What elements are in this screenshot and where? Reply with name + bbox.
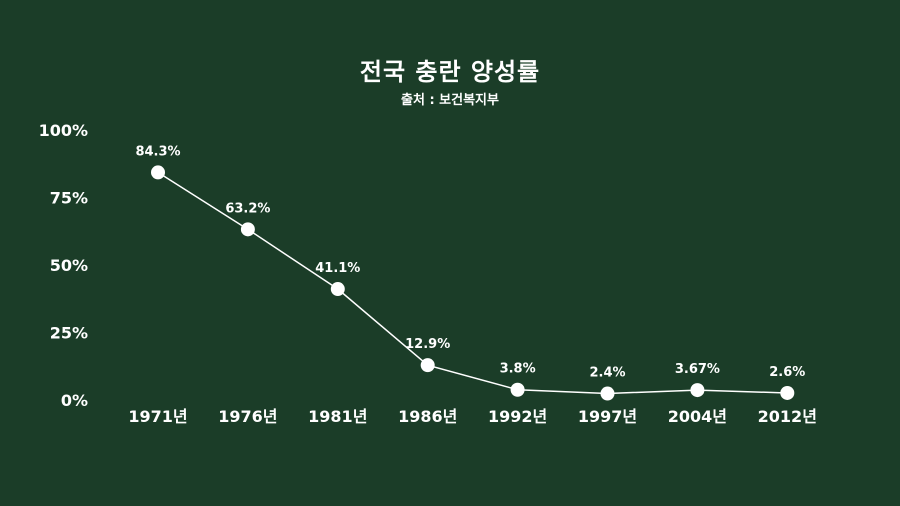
- data-label: 12.9%: [405, 337, 450, 352]
- x-axis: 1971년 1976년 1981년 1986년 1992년 1997년 2004년 2012년: [128, 407, 817, 426]
- data-label: 84.3%: [135, 144, 180, 159]
- x-tick-label: 1986년: [398, 407, 457, 426]
- data-point: [510, 382, 525, 397]
- x-tick-label: 1976년: [218, 407, 277, 426]
- data-point: [690, 383, 705, 398]
- data-points: [151, 165, 795, 401]
- y-tick-label: 0%: [61, 391, 88, 410]
- data-point: [330, 282, 345, 297]
- x-tick-label: 2004년: [668, 407, 727, 426]
- x-tick-label: 1997년: [578, 407, 637, 426]
- data-labels: 84.3% 63.2% 41.1% 12.9% 3.8% 2.4% 3.67% 2.6%: [135, 144, 805, 380]
- data-label: 3.67%: [675, 362, 720, 377]
- chart-title: 전국 충란 양성률: [359, 58, 541, 86]
- data-point: [151, 165, 165, 180]
- y-tick-label: 75%: [50, 189, 88, 208]
- data-point: [240, 222, 255, 237]
- data-label: 63.2%: [225, 201, 270, 216]
- data-label: 2.6%: [769, 365, 805, 380]
- data-point: [600, 386, 615, 401]
- x-tick-label: 1971년: [128, 407, 187, 426]
- chart-subtitle: 출처 : 보건복지부: [401, 93, 499, 108]
- data-point: [780, 385, 795, 400]
- y-tick-label: 100%: [39, 121, 88, 140]
- x-tick-label: 2012년: [758, 407, 817, 426]
- series-line: [157, 171, 788, 395]
- data-label: 2.4%: [589, 366, 625, 381]
- y-axis: 100% 75% 50% 25% 0%: [39, 121, 88, 410]
- data-label: 41.1%: [315, 261, 360, 276]
- y-tick-label: 50%: [50, 256, 88, 275]
- data-point: [420, 358, 435, 373]
- x-tick-label: 1981년: [308, 407, 367, 426]
- data-label: 3.8%: [500, 362, 536, 377]
- y-tick-label: 25%: [50, 324, 88, 343]
- x-tick-label: 1992년: [488, 407, 547, 426]
